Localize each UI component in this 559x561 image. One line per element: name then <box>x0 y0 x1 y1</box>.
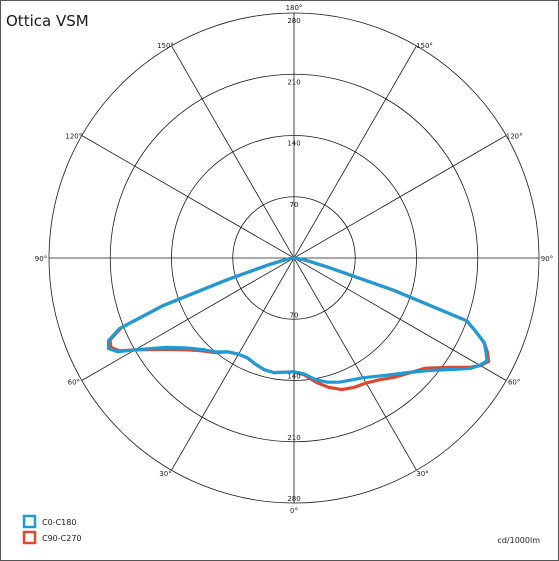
angle-label-90-left: 90° <box>35 255 47 263</box>
angle-label-90-right: 90° <box>541 255 553 263</box>
angle-label-60-right: 60° <box>508 379 520 387</box>
unit-label: cd/1000lm <box>497 536 540 545</box>
legend-label-c90-c270: C90-C270 <box>42 534 82 543</box>
legend-swatch-c0-c180 <box>22 514 37 529</box>
ring-label-bottom-140: 140 <box>287 373 300 381</box>
legend-swatch-c90-c270 <box>22 530 37 545</box>
angle-label-30-right: 30° <box>416 470 428 478</box>
ring-label-bottom-280: 280 <box>287 495 300 503</box>
legend-label-c0-c180: C0-C180 <box>42 518 76 527</box>
series-curve-c0-c180 <box>106 256 489 384</box>
angle-label-120-right: 120° <box>506 133 523 141</box>
ring-label-bottom-70: 70 <box>290 311 299 319</box>
ring-label-top-70: 70 <box>290 201 299 209</box>
angle-label-60-left: 60° <box>68 379 80 387</box>
ring-label-bottom-210: 210 <box>287 434 300 442</box>
chart-title: Ottica VSM <box>6 12 89 30</box>
ring-label-top-140: 140 <box>287 140 300 148</box>
angle-label-0: 0° <box>290 507 298 515</box>
angle-label-150-right: 150° <box>416 42 433 50</box>
ring-label-top-210: 210 <box>287 78 300 86</box>
ring-label-top-280: 280 <box>287 17 300 25</box>
legend: C0-C180 C90-C270 <box>22 514 82 545</box>
angle-label-150-left: 150° <box>157 42 174 50</box>
angle-label-120-left: 120° <box>65 133 82 141</box>
series-layer <box>106 256 491 392</box>
angle-label-180: 180° <box>286 4 303 12</box>
angle-label-30-left: 30° <box>159 470 171 478</box>
axis-labels: 70 140 210 280 70 140 210 280 180° 150° … <box>35 4 553 515</box>
